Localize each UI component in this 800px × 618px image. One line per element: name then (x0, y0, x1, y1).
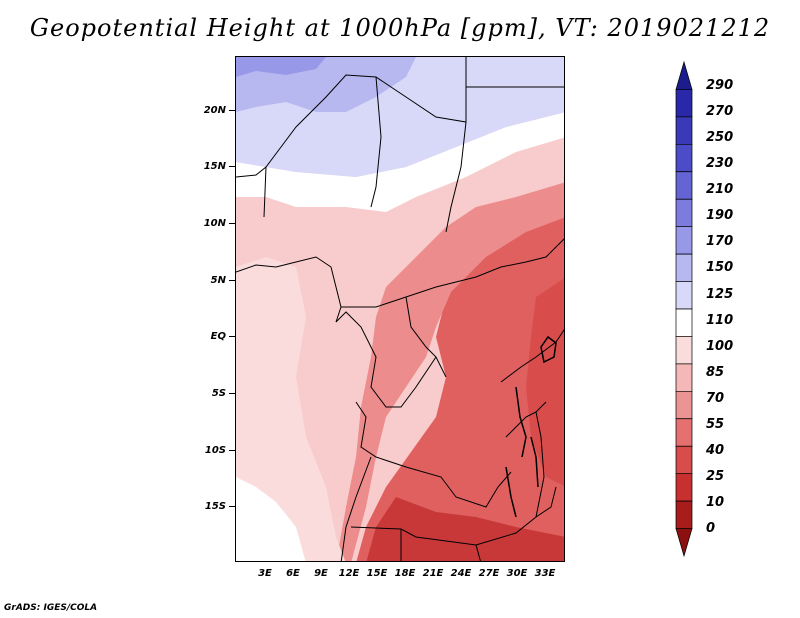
colorbar-label-250: 250 (706, 130, 734, 145)
colorbar-label-0: 0 (706, 521, 716, 536)
lon-label-27e: 27E (478, 568, 500, 579)
lon-label-9e: 9E (314, 568, 328, 579)
field-red-strong (366, 497, 564, 561)
lon-label-18e: 18E (394, 568, 416, 579)
colorbar-segment (675, 336, 693, 365)
colorbar-label-125: 125 (706, 287, 734, 302)
lake-outlines (505, 335, 557, 518)
lat-tick (229, 110, 235, 111)
lat-label-eq: EQ (210, 331, 226, 342)
grads-credit: GrADS: IGES/COLA (4, 603, 98, 613)
field-blue-strong (236, 57, 326, 77)
colorbar-segment (675, 363, 693, 392)
colorbar-segment (675, 116, 693, 145)
lon-label-21e: 21E (422, 568, 444, 579)
colorbar-segment (675, 253, 693, 282)
colorbar-segment (675, 171, 693, 200)
lat-tick (229, 166, 235, 167)
colorbar-label-290: 290 (706, 78, 734, 93)
map-plot-area (235, 56, 565, 562)
colorbar-label-170: 170 (706, 234, 734, 249)
lat-tick (229, 450, 235, 451)
colorbar-label-230: 230 (706, 156, 734, 171)
colorbar-segment (675, 89, 693, 118)
colorbar-segment (675, 143, 693, 173)
colorbar-label-150: 150 (706, 260, 734, 275)
lon-label-6e: 6E (286, 568, 300, 579)
lon-label-24e: 24E (450, 568, 472, 579)
colorbar-label-10: 10 (706, 495, 725, 510)
colorbar-segment (675, 445, 693, 475)
field-white-southwest (236, 477, 306, 561)
colorbar-label-110: 110 (706, 313, 734, 328)
colorbar-label-85: 85 (706, 365, 725, 380)
colorbar-label-40: 40 (706, 443, 725, 458)
colorbar-segment (675, 418, 693, 447)
field-red-mid (336, 182, 564, 561)
colorbar-segment (675, 281, 693, 310)
lat-label-10n: 10N (203, 218, 226, 229)
colorbar-label-270: 270 (706, 104, 734, 119)
map-title: Geopotential Height at 1000hPa [gpm], VT… (29, 14, 771, 42)
colorbar-segment (675, 198, 693, 228)
colorbar-segment (675, 308, 693, 337)
colorbar-segment (675, 473, 693, 502)
lat-tick (229, 223, 235, 224)
lat-label-5n: 5N (210, 275, 226, 286)
lat-tick (229, 393, 235, 394)
field-red-deep (356, 208, 564, 561)
lat-label-15s: 15S (204, 501, 226, 512)
lat-tick (229, 280, 235, 281)
colorbar-segment (675, 528, 693, 558)
lat-label-5s: 5S (211, 388, 226, 399)
colorbar-label-25: 25 (706, 469, 725, 484)
lat-label-20n: 20N (203, 105, 226, 116)
colorbar-segment (675, 500, 693, 529)
lat-tick (229, 336, 235, 337)
lon-label-3e: 3E (258, 568, 272, 579)
lon-label-15e: 15E (366, 568, 388, 579)
country-boundaries (236, 57, 564, 561)
colorbar-segment (675, 226, 693, 255)
lat-label-10s: 10S (204, 445, 226, 456)
lon-label-30e: 30E (506, 568, 528, 579)
colorbar-label-70: 70 (706, 391, 725, 406)
colorbar-label-55: 55 (706, 417, 725, 432)
lon-label-12e: 12E (338, 568, 360, 579)
colorbar-segment (675, 60, 693, 90)
colorbar-label-100: 100 (706, 339, 734, 354)
field-red-strong-east (526, 278, 564, 486)
colorbar-label-190: 190 (706, 208, 734, 223)
colorbar-label-210: 210 (706, 182, 734, 197)
colorbar-segment (675, 390, 693, 420)
field-ocean-pale (236, 257, 346, 561)
lat-label-15n: 15N (203, 161, 226, 172)
field-white-band (236, 112, 564, 212)
lon-label-33e: 33E (534, 568, 556, 579)
lat-tick (229, 506, 235, 507)
